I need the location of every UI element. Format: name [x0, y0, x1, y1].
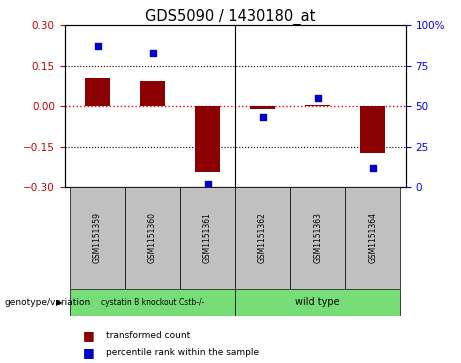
Text: percentile rank within the sample: percentile rank within the sample — [106, 348, 259, 356]
Bar — [305, 105, 330, 106]
Point — [369, 165, 376, 171]
Text: GDS5090 / 1430180_at: GDS5090 / 1430180_at — [145, 9, 316, 25]
Point — [204, 181, 211, 187]
Bar — [235, 289, 400, 316]
Bar — [250, 106, 275, 109]
Text: GSM1151360: GSM1151360 — [148, 212, 157, 263]
Text: ■: ■ — [83, 329, 95, 342]
Bar — [345, 187, 400, 289]
Bar — [180, 187, 235, 289]
Text: GSM1151363: GSM1151363 — [313, 212, 322, 263]
Point — [314, 95, 321, 101]
Bar — [140, 81, 165, 106]
Bar — [70, 187, 125, 289]
Bar — [290, 187, 345, 289]
Text: transformed count: transformed count — [106, 331, 190, 340]
Bar — [195, 106, 220, 172]
Text: GSM1151359: GSM1151359 — [93, 212, 102, 263]
Text: GSM1151364: GSM1151364 — [368, 212, 377, 263]
Bar — [85, 78, 110, 106]
Text: wild type: wild type — [296, 297, 340, 307]
Text: cystatin B knockout Cstb-/-: cystatin B knockout Cstb-/- — [101, 298, 204, 307]
Text: ■: ■ — [83, 346, 95, 359]
Text: GSM1151362: GSM1151362 — [258, 212, 267, 263]
Point — [94, 44, 101, 49]
Text: GSM1151361: GSM1151361 — [203, 212, 212, 263]
Bar — [235, 187, 290, 289]
Point — [149, 50, 156, 56]
Text: genotype/variation: genotype/variation — [5, 298, 91, 307]
Bar — [361, 106, 385, 153]
Bar — [125, 187, 180, 289]
Bar — [70, 289, 235, 316]
Text: ▶: ▶ — [56, 298, 62, 307]
Point — [259, 115, 266, 121]
